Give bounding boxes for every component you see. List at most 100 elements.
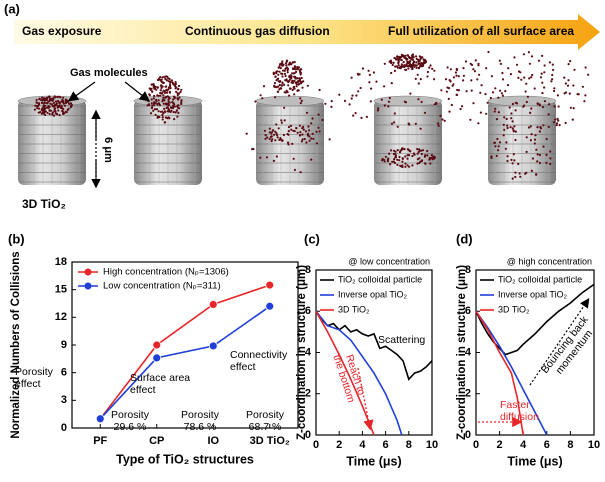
gas-molecule [426,149,429,153]
gas-molecule [173,105,176,108]
gas-molecule [493,110,496,113]
gas-molecule [515,63,519,66]
gas-molecule [176,93,179,97]
gas-molecule [430,154,433,157]
legend-label: Low concentration (Nₚ=311) [103,281,221,292]
gas-molecule [407,122,410,125]
x-tick-label: 3D TiO₂ [250,435,290,447]
gas-molecule [493,141,496,144]
gas-molecule [541,92,544,95]
gas-molecule [273,84,276,87]
gas-molecule [277,80,280,83]
gas-molecule [155,108,158,111]
gas-molecule [46,96,49,99]
y-tick-label: 0 [465,429,471,441]
gas-molecule [48,109,51,112]
pointer-arrow [67,81,96,102]
series-line [315,310,403,436]
gas-molecule [517,70,521,73]
gas-molecule [494,87,497,90]
gas-molecule [421,159,424,162]
gas-molecule [462,79,465,82]
gas-molecule [531,157,535,160]
gas-molecule [156,103,159,106]
gas-molecule [301,133,304,136]
y-tick-label: 0 [305,429,311,441]
gas-molecule [392,152,395,156]
gas-molecule [297,79,300,82]
gas-molecule [411,67,414,70]
gas-molecule [308,129,311,132]
gas-molecule [52,97,55,100]
gas-molecule [459,107,462,111]
gas-molecule [502,134,505,137]
gas-molecule [445,90,448,93]
gas-molecule [414,77,417,80]
gas-molecule [359,86,362,90]
gas-molecule [417,66,421,69]
gas-molecule [174,111,177,114]
gas-molecule [281,64,284,67]
gas-molecule [351,94,354,97]
gas-molecule [540,72,543,75]
gas-molecule [296,68,299,71]
gas-molecule [305,141,308,144]
gas-molecule [48,95,51,98]
gas-molecule [476,78,479,81]
gas-molecule [514,101,517,104]
gas-molecules [33,50,590,180]
y-tick-label: 3 [61,394,67,406]
gas-molecule [159,110,163,113]
gas-molecule [377,107,380,110]
gas-molecule [387,105,390,108]
gas-molecule [494,107,497,110]
gas-molecule [177,106,180,109]
gas-molecule [388,96,391,100]
gas-molecule [33,108,37,111]
gas-molecule [505,141,508,144]
gas-molecule [408,149,411,152]
arrow [529,298,590,386]
gas-molecule [522,53,526,56]
gas-molecule [168,91,171,94]
gas-molecule [415,55,418,58]
gas-molecule [506,124,509,127]
gas-molecule [296,131,299,134]
gas-molecule [156,78,160,81]
gas-molecule [62,112,65,115]
gas-molecule [399,65,402,68]
gas-molecule [56,95,59,99]
gas-molecule [160,78,163,81]
gas-molecule [537,59,541,62]
gas-molecule [48,112,51,116]
gas-molecule [543,64,546,67]
gas-molecule [177,84,181,88]
gas-molecule [45,106,48,109]
gas-molecule [411,164,414,167]
gas-molecule [391,63,394,67]
gas-molecule [480,84,483,87]
gas-molecule [547,113,550,116]
gas-molecule [433,69,436,72]
gas-molecule [391,160,394,163]
series-line [475,310,524,436]
annotation-text: Porosity [181,409,220,421]
gas-molecule [273,133,276,136]
gas-molecule [283,83,286,86]
gas-molecule [383,85,386,88]
x-tick-label: 4 [520,439,527,451]
gas-molecule [162,81,165,84]
gas-molecule [567,63,570,66]
gas-molecule [383,160,386,163]
gas-molecule [396,158,399,161]
gas-molecule [167,116,170,119]
gas-molecule [529,139,533,142]
gas-molecule [52,114,56,117]
gas-molecule [281,81,284,84]
gas-molecule [281,75,284,78]
gas-molecule [294,68,297,71]
gas-molecule [501,78,505,81]
gas-molecule [161,113,164,116]
gas-molecule [510,117,513,120]
gas-molecule [295,81,298,84]
